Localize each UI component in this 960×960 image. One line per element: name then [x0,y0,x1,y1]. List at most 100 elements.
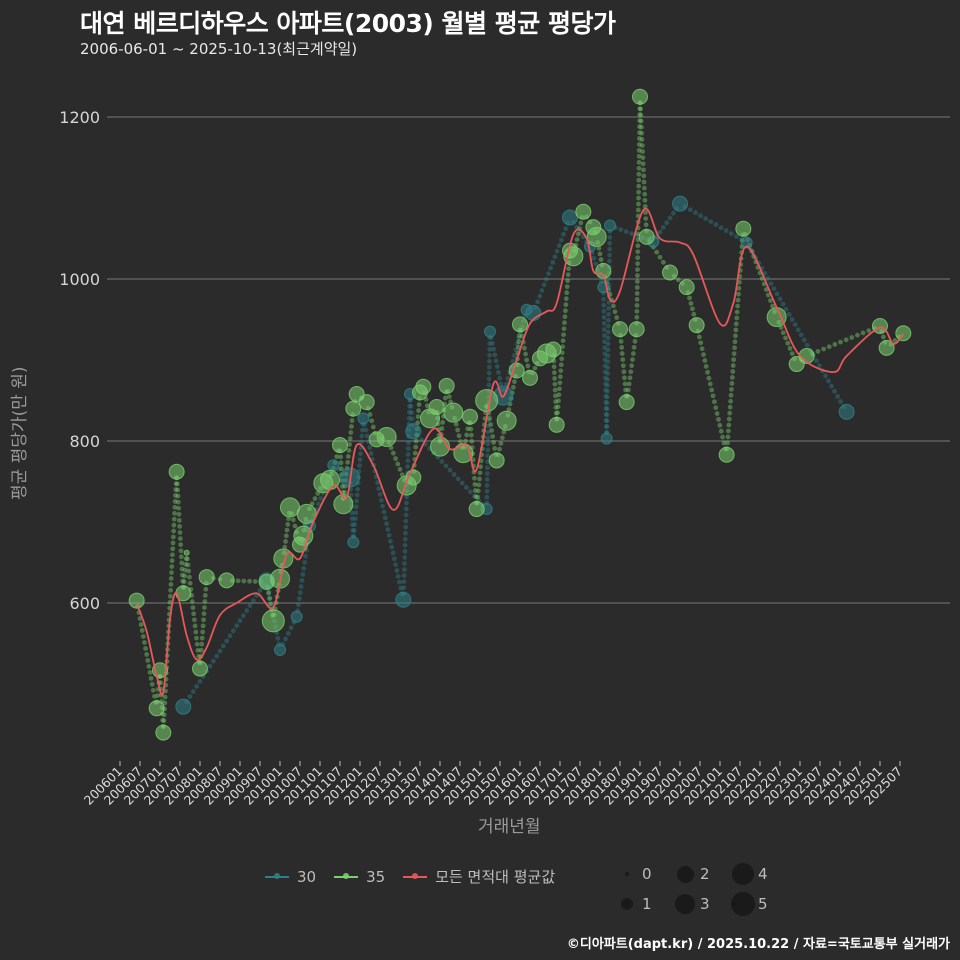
trail-dot [358,451,363,457]
trail-dot [813,358,819,363]
legend-item-35[interactable]: 35 [334,868,385,886]
trail-dot [139,628,145,633]
trail-dot [605,353,611,359]
data-point-35 [468,501,485,518]
trail-dot [565,272,571,278]
trail-dot [801,337,807,343]
trail-dot [559,356,565,362]
trail-dot [467,489,473,495]
trail-dot [578,220,584,226]
trail-dot [266,589,272,595]
trail-dot [630,351,636,356]
trail-dot [605,365,611,370]
trail-dot [605,388,610,394]
trail-dot [602,357,608,363]
trail-dot [175,499,181,505]
trail-dot [485,465,490,471]
trail-dot [699,346,705,352]
trail-dot [194,684,200,689]
legend-item-30[interactable]: 30 [265,868,316,886]
trail-dot [491,346,497,352]
data-point-30 [600,432,613,445]
trail-dot [367,445,373,450]
trail-dot [606,276,612,282]
trail-dot [660,259,666,265]
trail-dot [485,447,491,453]
trail-dot [283,533,289,539]
trail-dot [640,149,646,154]
trail-dot [346,448,352,453]
trail-dot [484,494,490,500]
trail-dot [190,605,196,611]
trail-dot [551,364,557,370]
trail-dot [227,633,233,639]
trail-dot [446,394,452,400]
size-dot-3 [675,894,695,914]
trail-dot [493,358,499,364]
trail-dot [804,342,810,348]
average-line [135,207,905,696]
trail-dot [637,106,643,112]
data-point-30 [525,305,542,322]
trail-dot [381,509,387,515]
trail-dot [631,345,637,350]
trail-dot [516,333,522,339]
trail-dot [267,595,273,601]
trail-dot [409,410,415,416]
trail-dot [563,296,569,302]
trail-dot [705,369,710,375]
trail-dot [283,539,288,544]
trail-dot [636,189,642,195]
trail-dot [406,415,412,421]
data-point-35 [878,339,895,356]
trail-dot [178,548,184,554]
trail-dot [560,344,566,350]
trail-dot [312,496,318,501]
trail-dot [506,407,512,412]
trail-dot [843,337,849,343]
trail-dot [605,335,611,341]
trail-dot [492,446,498,451]
trail-dot [727,410,733,416]
trail-dot [150,687,156,693]
trail-dot [556,243,562,248]
trail-dot [543,276,549,282]
trail-dot [729,381,735,386]
trail-dot [363,427,369,433]
trail-dot [224,638,230,644]
trail-dot [155,693,161,699]
trail-dot [664,220,670,226]
trail-dot [623,229,629,235]
data-point-35 [261,609,285,633]
trail-dot [405,446,411,451]
legend-item-average[interactable]: 모든 면적대 평균값 [403,866,555,887]
trail-dot [636,183,642,189]
trail-dot [557,380,563,386]
trail-dot [403,512,409,518]
trail-dot [691,311,697,317]
trail-dot [512,379,517,385]
trail-dot [377,492,383,497]
trail-dot [783,335,788,341]
trail-dot [170,540,176,546]
trail-dot [146,664,152,669]
data-point-30 [562,209,578,226]
trail-dot [603,387,608,393]
trail-dot [637,118,643,123]
trail-dot [351,528,357,533]
trail-dot [354,492,360,498]
trail-dot [247,578,252,584]
trail-dot [390,550,396,556]
trail-dot [605,382,610,388]
trail-dot [785,340,791,346]
trail-dot [496,369,501,375]
trail-dot [692,210,698,216]
trail-dot [706,375,712,381]
trail-dot [601,314,607,320]
trail-dot [832,342,838,347]
trail-dot [359,439,364,445]
trail-dot [484,477,490,482]
trail-dot [357,463,362,468]
data-point-35 [332,437,348,454]
trail-dot [728,398,734,404]
